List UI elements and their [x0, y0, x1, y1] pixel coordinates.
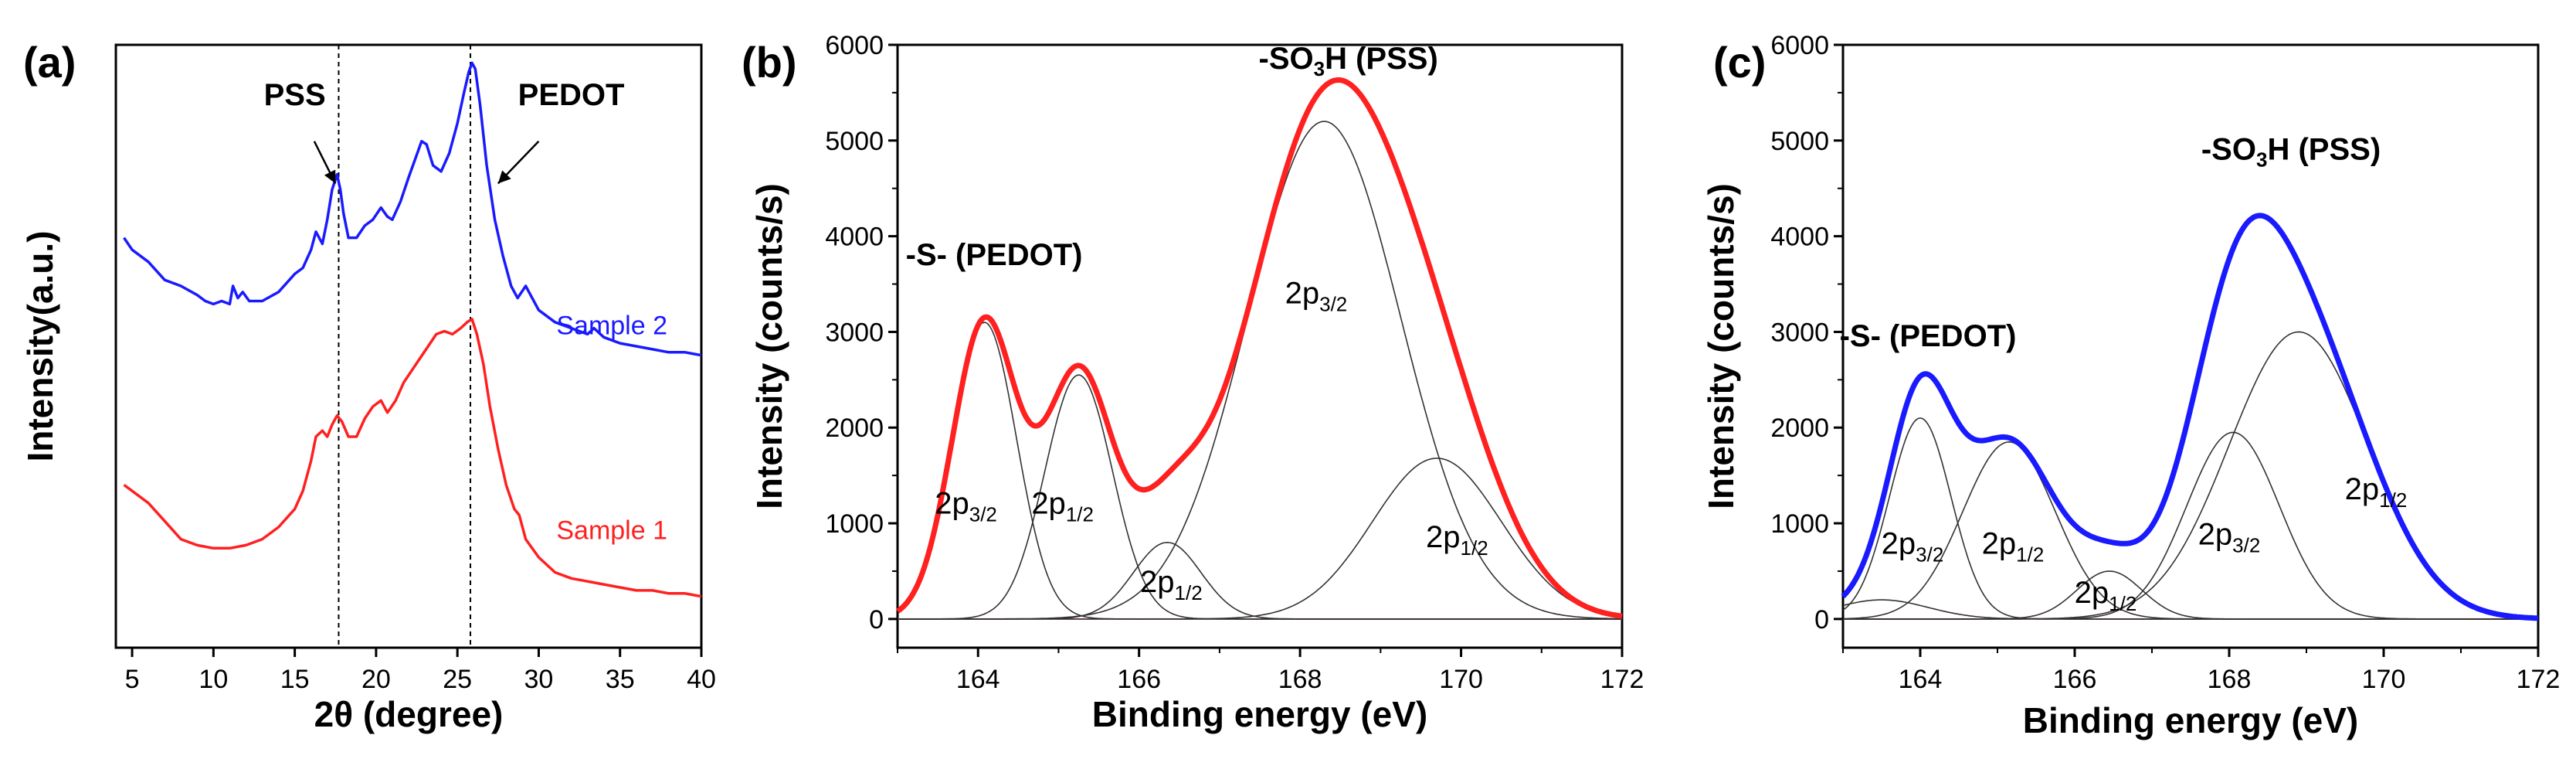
y-tick-label: 2000 — [1770, 414, 1829, 443]
x-tick-label: 172 — [2517, 665, 2561, 694]
x-axis-title: Binding energy (eV) — [1092, 694, 1427, 734]
peak-label: -SO3H (PSS) — [1259, 42, 1438, 80]
x-tick-label: 164 — [1899, 665, 1943, 694]
x-tick-label: 5 — [125, 665, 140, 694]
y-tick-label: 6000 — [1770, 31, 1829, 60]
fit-component — [1843, 431, 2538, 620]
x-tick-label: 170 — [1439, 665, 1483, 694]
x-tick-label: 168 — [1278, 665, 1322, 694]
panel-a: (a) 5 10 15 20 25 30 35 40 2θ (degree) Intensity(a… — [20, 38, 716, 734]
series-line-sample-1 — [123, 318, 702, 598]
series-label: Sample 2 — [556, 311, 667, 340]
peak-label: 2p3/2 — [2198, 517, 2261, 556]
peak-label: 2p1/2 — [2345, 472, 2408, 512]
peak-label: 2p1/2 — [1982, 527, 2045, 567]
x-tick-label: 20 — [361, 665, 391, 694]
peak-label: 2p1/2 — [1031, 487, 1094, 526]
x-tick-label: 30 — [524, 665, 554, 694]
arrow-head — [324, 169, 336, 184]
x-tick-label: 170 — [2362, 665, 2406, 694]
x-tick-label: 168 — [2208, 665, 2252, 694]
peak-label: 2p1/2 — [1140, 565, 1203, 604]
fit-component — [898, 121, 1622, 620]
y-tick-label: 4000 — [1770, 223, 1829, 252]
arrow-head — [497, 170, 511, 184]
peak-label: 2p1/2 — [2075, 576, 2137, 615]
y-tick-label: 3000 — [1770, 318, 1829, 347]
annotation-pss: PSS — [264, 78, 326, 112]
fit-component — [1842, 599, 2538, 620]
peak-label: -S- (PEDOT) — [1840, 319, 2017, 353]
x-tick-label: 166 — [2053, 665, 2097, 694]
plot-frame — [114, 43, 703, 649]
x-tick-label: 164 — [956, 665, 1000, 694]
fit-component — [1842, 441, 2538, 620]
x-tick-label: 166 — [1117, 665, 1161, 694]
x-tick-label: 40 — [687, 665, 716, 694]
peak-label: -SO3H (PSS) — [2201, 133, 2381, 172]
envelope-line — [896, 77, 1623, 619]
fit-component — [1842, 417, 2538, 620]
y-tick-label: 0 — [869, 605, 884, 635]
y-tick-label: 5000 — [825, 127, 884, 156]
y-tick-label: 4000 — [825, 223, 884, 252]
annotation-pedot: PEDOT — [518, 78, 625, 112]
peak-label: 2p3/2 — [1882, 527, 1944, 567]
peak-label: -S- (PEDOT) — [906, 238, 1083, 272]
panel-c: (c) 164 166 168 170 172 0 1000 2000 3000 4000 5000 6… — [1701, 31, 2560, 740]
y-tick-label: 1000 — [825, 509, 884, 539]
y-tick-label: 5000 — [1770, 127, 1829, 156]
x-tick-label: 10 — [199, 665, 228, 694]
y-tick-label: 3000 — [825, 318, 884, 347]
panel-label: (b) — [742, 38, 797, 87]
peak-label: 2p3/2 — [1285, 276, 1348, 315]
series-line-sample-2 — [123, 61, 702, 357]
y-axis-title: Intensity(a.u.) — [20, 230, 60, 461]
x-tick-label: 35 — [606, 665, 635, 694]
x-axis-title: Binding energy (eV) — [2023, 700, 2358, 740]
x-tick-label: 25 — [443, 665, 472, 694]
y-tick-label: 1000 — [1770, 509, 1829, 539]
y-axis-title: Intensity (counts/s) — [1701, 183, 1741, 509]
x-tick-label: 15 — [280, 665, 310, 694]
panel-label: (a) — [23, 38, 76, 87]
y-tick-label: 2000 — [825, 414, 884, 443]
peak-label: 2p3/2 — [935, 487, 997, 526]
fit-component — [898, 374, 1622, 620]
fit-component — [898, 458, 1623, 620]
plot-frame — [896, 43, 1624, 649]
peak-label: 2p1/2 — [1426, 520, 1488, 560]
y-axis-title: Intensity (counts/s) — [749, 183, 789, 509]
fit-component — [898, 541, 1622, 620]
plot-frame — [1841, 43, 2540, 649]
x-axis-title: 2θ (degree) — [314, 694, 504, 734]
panel-b: (b) 164 166 168 170 172 0 1000 2000 3000 4000 5000 6… — [742, 31, 1644, 734]
series-label: Sample 1 — [556, 516, 667, 546]
envelope-line — [1841, 213, 2539, 621]
x-tick-label: 172 — [1600, 665, 1644, 694]
y-tick-label: 0 — [1814, 605, 1829, 635]
panel-label: (c) — [1713, 38, 1766, 87]
y-tick-label: 6000 — [825, 31, 884, 60]
